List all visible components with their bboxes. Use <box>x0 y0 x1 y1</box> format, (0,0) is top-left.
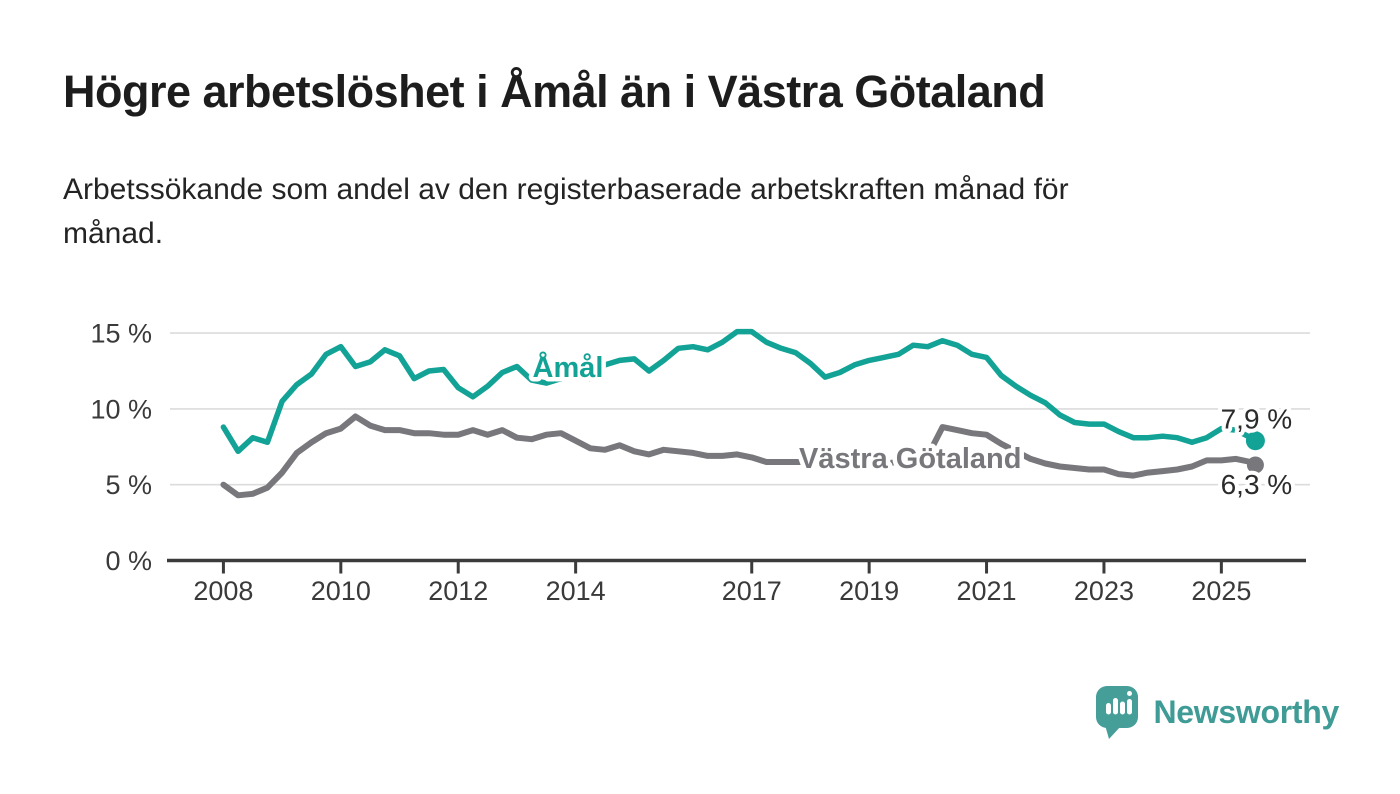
logo-exclamation-dot <box>1126 691 1132 696</box>
y-tick-label-5: 5 % <box>105 470 152 500</box>
brand-footer: Newsworthy <box>1095 685 1340 740</box>
line-chart-svg: 2008 2010 2012 2014 2017 2019 2021 2023 2025 0 % 5… <box>90 319 1310 606</box>
x-tick-label-2012: 2012 <box>428 576 488 606</box>
x-tick-label-2010: 2010 <box>311 576 371 606</box>
logo-bar-2 <box>1112 698 1118 715</box>
x-tick-label-2008: 2008 <box>193 576 253 606</box>
logo-bar-3 <box>1119 701 1125 715</box>
series-line-vastra-gotaland <box>220 413 1259 499</box>
x-tick-label-2017: 2017 <box>722 576 782 606</box>
y-tick-label-0: 0 % <box>105 546 152 576</box>
x-tick-label-2025: 2025 <box>1191 576 1251 606</box>
x-tick-label-2019: 2019 <box>839 576 899 606</box>
x-tick-label-2014: 2014 <box>546 576 606 606</box>
value-label-vastra-gotaland: 6,3 % <box>1221 469 1293 500</box>
series-line-amal <box>220 328 1259 455</box>
y-tick-label-10: 10 % <box>90 394 152 424</box>
logo-exclamation-bar <box>1126 699 1132 715</box>
y-tick-label-15: 15 % <box>90 319 152 349</box>
page-title: Högre arbetslöshet i Åmål än i Västra Gö… <box>63 66 1046 117</box>
series-label-vastra-gotaland: Västra Götaland <box>799 443 1021 475</box>
logo-bubble-tail <box>1104 725 1121 739</box>
series-end-dot-vastra-gotaland <box>1246 456 1264 474</box>
newsworthy-logo-icon <box>1095 686 1138 739</box>
value-label-amal: 7,9 % <box>1221 404 1293 435</box>
logo-bar-1 <box>1105 703 1111 715</box>
brand-name: Newsworthy <box>1153 694 1340 730</box>
chart-subtitle: Arbetssökande som andel av den registerb… <box>63 173 1069 250</box>
series-label-amal: Åmål <box>533 351 604 384</box>
x-tick-label-2021: 2021 <box>957 576 1017 606</box>
x-tick-label-2023: 2023 <box>1074 576 1134 606</box>
series-end-dot-amal <box>1245 431 1265 451</box>
